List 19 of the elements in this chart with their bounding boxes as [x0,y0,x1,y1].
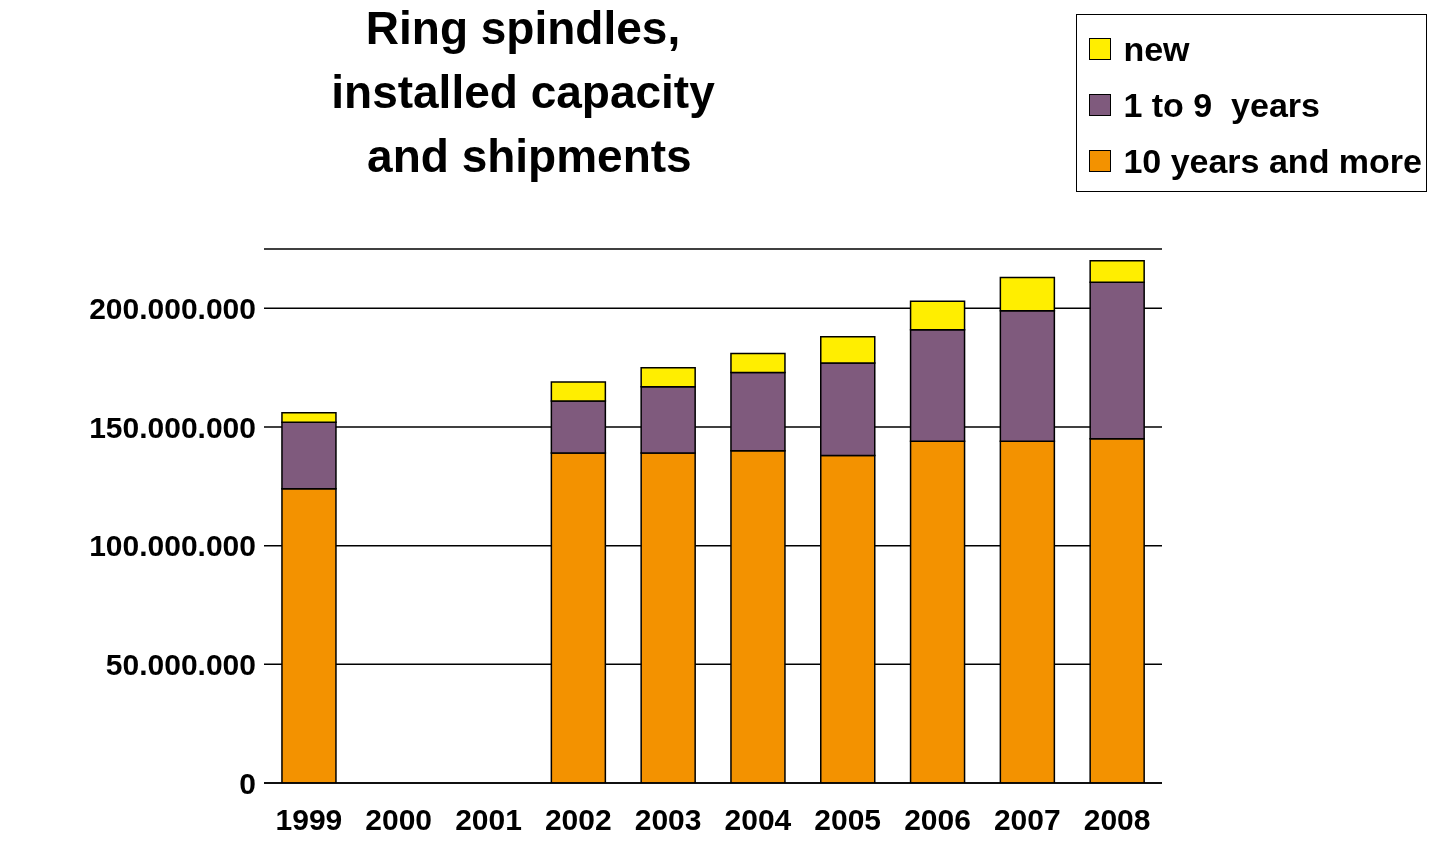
legend-label: 10 years and more [1123,141,1422,181]
x-tick-label: 2006 [904,803,971,837]
x-tick-label: 2008 [1083,803,1151,837]
y-tick-label: 200.000.000 [89,291,256,325]
y-tick-label: 50.000.000 [105,647,256,681]
y-tick-label: 150.000.000 [89,410,256,444]
y-tick-label: 100.000.000 [89,529,256,563]
x-tick-label: 1999 [275,803,343,837]
legend-label: 1 to 9 years [1123,85,1320,125]
x-tick-label: 2001 [455,803,522,837]
x-tick-label: 2004 [724,803,792,837]
legend-label: new [1123,29,1190,69]
x-tick-label: 2005 [814,803,882,837]
chart-title: Ring spindles, installed capacity and shipments [330,1,716,184]
x-tick-label: 2003 [634,803,702,837]
x-tick-label: 2002 [544,803,612,837]
y-tick-label: 0 [239,766,256,800]
x-tick-label: 2000 [365,803,433,837]
x-tick-label: 2007 [993,803,1061,837]
